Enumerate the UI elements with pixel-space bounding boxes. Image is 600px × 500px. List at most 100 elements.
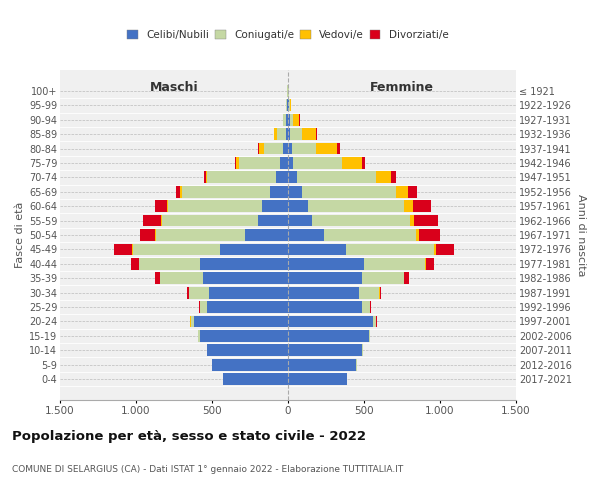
Bar: [391, 172, 396, 183]
Bar: [364, 258, 425, 270]
Bar: [288, 157, 293, 169]
Bar: [408, 186, 417, 198]
Bar: [236, 157, 239, 169]
Bar: [289, 100, 290, 111]
Bar: [208, 301, 288, 313]
Bar: [212, 359, 288, 370]
Bar: [404, 200, 413, 212]
Bar: [290, 100, 292, 111]
Bar: [263, 142, 283, 154]
Bar: [290, 128, 302, 140]
Bar: [209, 286, 288, 298]
Bar: [277, 128, 286, 140]
Bar: [200, 258, 288, 270]
Bar: [200, 330, 288, 342]
Bar: [133, 244, 220, 256]
Bar: [288, 359, 356, 370]
Bar: [425, 258, 426, 270]
Bar: [199, 330, 200, 342]
Bar: [280, 157, 288, 169]
Bar: [140, 229, 155, 241]
Bar: [288, 114, 290, 126]
Bar: [288, 128, 290, 140]
Bar: [200, 301, 208, 313]
Text: Femmine: Femmine: [370, 81, 434, 94]
Bar: [288, 172, 297, 183]
Y-axis label: Anni di nascita: Anni di nascita: [575, 194, 586, 276]
Bar: [370, 301, 371, 313]
Bar: [139, 258, 200, 270]
Bar: [143, 214, 161, 226]
Bar: [396, 186, 408, 198]
Bar: [414, 214, 439, 226]
Bar: [288, 214, 313, 226]
Bar: [292, 142, 316, 154]
Bar: [342, 157, 362, 169]
Bar: [346, 244, 434, 256]
Bar: [161, 214, 162, 226]
Bar: [270, 186, 288, 198]
Bar: [181, 186, 182, 198]
Bar: [206, 172, 208, 183]
Bar: [293, 157, 342, 169]
Bar: [189, 286, 209, 298]
Bar: [288, 258, 364, 270]
Bar: [288, 316, 373, 328]
Bar: [208, 344, 288, 356]
Bar: [132, 244, 133, 256]
Bar: [286, 100, 287, 111]
Bar: [325, 229, 416, 241]
Bar: [235, 157, 236, 169]
Bar: [176, 186, 181, 198]
Bar: [288, 186, 302, 198]
Bar: [297, 172, 376, 183]
Bar: [155, 272, 160, 284]
Bar: [259, 142, 263, 154]
Bar: [373, 316, 376, 328]
Bar: [182, 186, 270, 198]
Bar: [168, 200, 262, 212]
Bar: [288, 301, 362, 313]
Y-axis label: Fasce di età: Fasce di età: [14, 202, 25, 268]
Bar: [413, 200, 431, 212]
Bar: [262, 200, 288, 212]
Bar: [293, 114, 299, 126]
Bar: [288, 344, 362, 356]
Bar: [199, 301, 200, 313]
Bar: [368, 330, 370, 342]
Bar: [245, 229, 288, 241]
Bar: [288, 100, 289, 111]
Bar: [287, 100, 288, 111]
Bar: [288, 229, 325, 241]
Bar: [239, 157, 280, 169]
Bar: [434, 244, 436, 256]
Bar: [162, 214, 257, 226]
Bar: [416, 229, 419, 241]
Bar: [160, 272, 203, 284]
Bar: [194, 316, 288, 328]
Bar: [155, 200, 167, 212]
Bar: [114, 244, 132, 256]
Bar: [436, 244, 454, 256]
Text: Maschi: Maschi: [149, 81, 199, 94]
Bar: [203, 272, 288, 284]
Bar: [290, 114, 293, 126]
Bar: [208, 172, 276, 183]
Bar: [155, 229, 156, 241]
Bar: [288, 142, 292, 154]
Bar: [223, 373, 288, 385]
Bar: [362, 301, 370, 313]
Bar: [156, 229, 245, 241]
Legend: Celibi/Nubili, Coniugati/e, Vedovi/e, Divorziati/e: Celibi/Nubili, Coniugati/e, Vedovi/e, Di…: [123, 26, 453, 44]
Bar: [302, 186, 396, 198]
Bar: [419, 229, 440, 241]
Bar: [288, 200, 308, 212]
Bar: [288, 330, 368, 342]
Bar: [376, 172, 391, 183]
Bar: [410, 214, 414, 226]
Bar: [131, 258, 139, 270]
Bar: [286, 128, 288, 140]
Bar: [167, 200, 168, 212]
Bar: [302, 128, 316, 140]
Bar: [316, 142, 337, 154]
